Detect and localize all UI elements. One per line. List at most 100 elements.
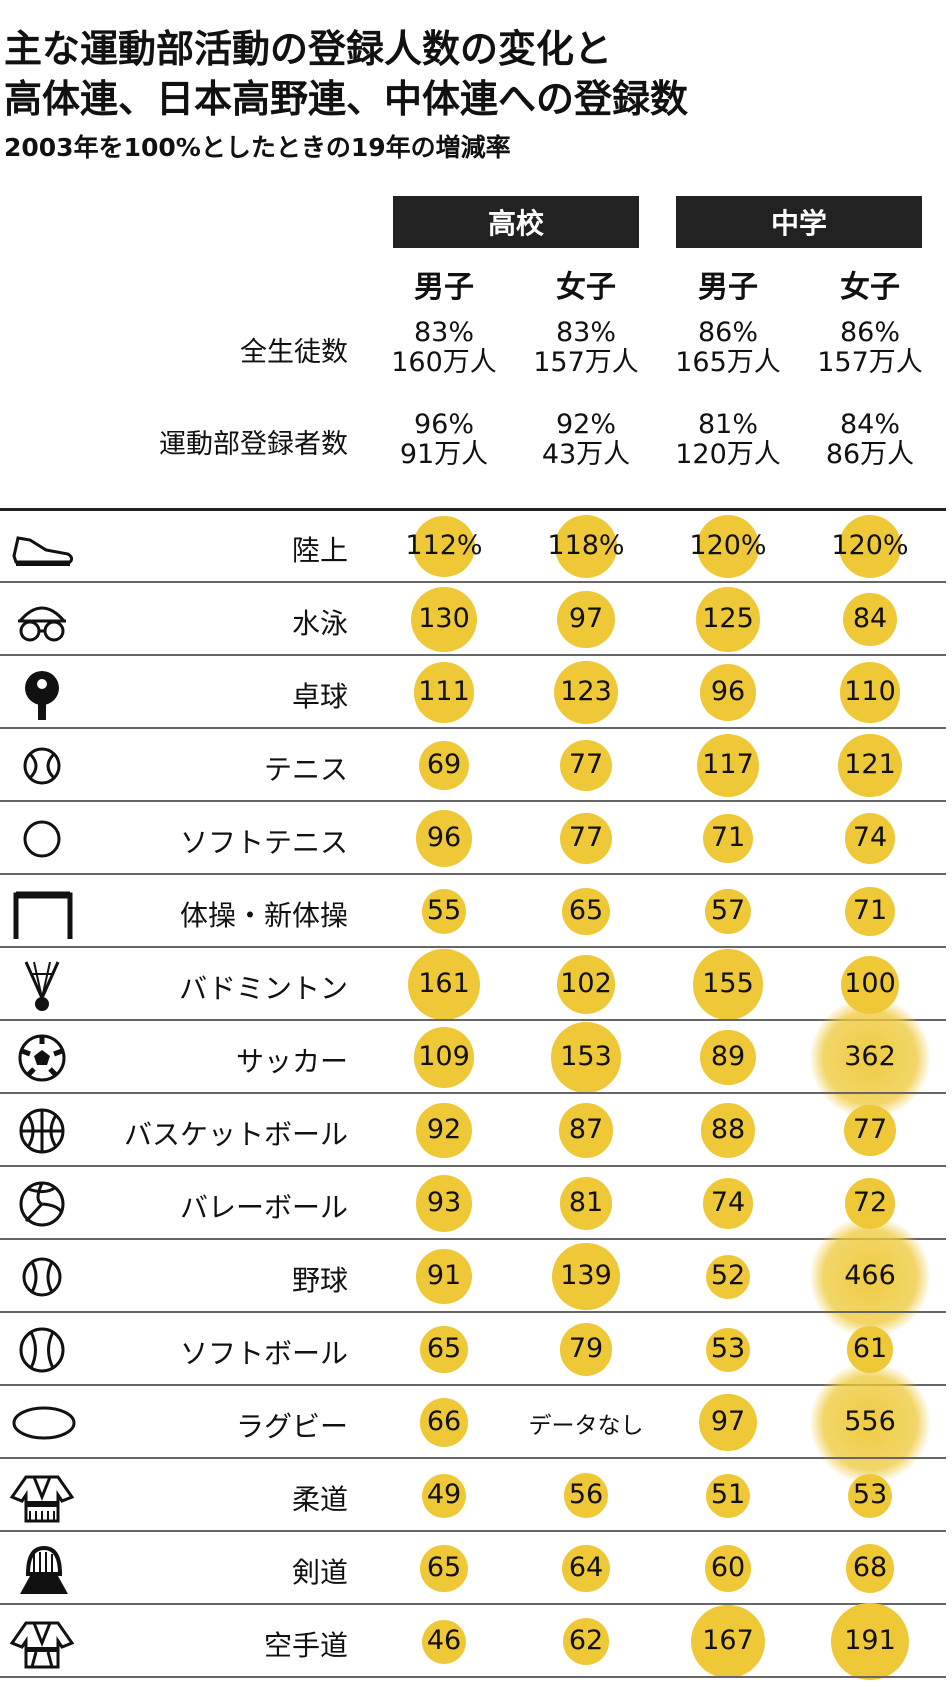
- value-bubble: [696, 515, 760, 578]
- value-bubble: [848, 1473, 892, 1518]
- summary-cell: 81% 120万人: [653, 410, 803, 470]
- sport-label: 柔道: [291, 1482, 348, 1516]
- value-label: 61: [852, 1332, 888, 1364]
- value-bubble: [413, 1027, 475, 1088]
- value-label: 62: [568, 1624, 604, 1656]
- row-separator: [0, 873, 946, 875]
- column-header: 男子: [414, 270, 474, 305]
- value-label: 77: [568, 821, 604, 853]
- value-label: 167: [702, 1624, 754, 1656]
- value-bubble: [843, 592, 897, 647]
- summary-percent: 86%: [697, 317, 758, 348]
- value-bubble: [558, 1103, 614, 1158]
- value-label: 96: [710, 675, 746, 707]
- row-separator: [0, 1384, 946, 1386]
- ping-pong-paddle-icon: [25, 670, 59, 720]
- value-bubble: [559, 1177, 613, 1230]
- value-label: 191: [844, 1624, 896, 1656]
- table-bottom-rule: [0, 1676, 946, 1678]
- gymnastics-bar-icon: [13, 891, 73, 939]
- value-bubble: [556, 955, 616, 1014]
- value-bubble: [700, 1103, 756, 1158]
- value-label: 65: [426, 1551, 462, 1583]
- value-label: 130: [418, 602, 470, 634]
- value-bubble: [557, 590, 615, 649]
- row-separator: [0, 1603, 946, 1605]
- value-bubble: [560, 739, 612, 792]
- value-label: 71: [852, 894, 888, 926]
- value-label: 362: [844, 1040, 896, 1072]
- value-label: 125: [702, 602, 754, 634]
- value-bubble: [408, 948, 480, 1021]
- summary-cell: 83% 157万人: [511, 318, 661, 378]
- karate-gi-icon: [9, 1621, 75, 1668]
- summary-count: 160万人: [391, 347, 497, 378]
- value-bubble: [421, 889, 467, 934]
- chart-title-line2: 高体連、日本高野連、中体連への登録数: [4, 77, 689, 121]
- summary-count: 157万人: [817, 347, 923, 378]
- row-separator: [0, 581, 946, 583]
- value-bubble: [699, 1393, 757, 1452]
- column-header: 女子: [840, 270, 900, 305]
- value-label: 153: [560, 1040, 612, 1072]
- summary-cell: 92% 43万人: [511, 410, 661, 470]
- value-label: 466: [844, 1259, 896, 1291]
- value-label: 64: [568, 1551, 604, 1583]
- row-separator: [0, 1530, 946, 1532]
- basketball-icon: [19, 1108, 65, 1153]
- value-label: 55: [426, 894, 462, 926]
- summary-row-label: 運動部登録者数: [159, 429, 348, 460]
- value-label: 120%: [689, 529, 767, 561]
- summary-count: 43万人: [541, 439, 631, 470]
- summary-percent: 96%: [413, 409, 474, 440]
- value-bubble: [559, 1323, 613, 1376]
- value-label: 120%: [831, 529, 909, 561]
- value-bubble: [552, 1242, 620, 1311]
- summary-count: 165万人: [675, 347, 781, 378]
- value-bubble: [810, 1362, 930, 1483]
- summary-cell: 84% 86万人: [795, 410, 945, 470]
- value-bubble: [700, 1029, 756, 1086]
- value-bubble: [563, 1473, 609, 1518]
- summary-cell: 86% 157万人: [795, 318, 945, 378]
- value-label: 88: [710, 1113, 746, 1145]
- row-separator: [0, 1092, 946, 1094]
- value-label: 92: [426, 1113, 462, 1145]
- row-separator: [0, 1238, 946, 1240]
- value-label: 74: [710, 1186, 746, 1218]
- summary-percent: 83%: [555, 317, 616, 348]
- judo-gi-icon: [9, 1475, 75, 1522]
- value-label: 66: [426, 1405, 462, 1437]
- value-bubble: [416, 1248, 472, 1305]
- value-bubble: [831, 1602, 909, 1681]
- summary-cell: 86% 165万人: [653, 318, 803, 378]
- value-label: データなし: [528, 1412, 644, 1439]
- value-bubble: [696, 734, 760, 797]
- sport-label: 野球: [291, 1263, 348, 1297]
- value-label: 121: [844, 748, 896, 780]
- value-label: 91: [426, 1259, 462, 1291]
- value-label: 56: [568, 1478, 604, 1510]
- row-separator: [0, 1311, 946, 1313]
- soft-tennis-ball-icon: [23, 820, 61, 857]
- value-label: 71: [710, 821, 746, 853]
- summary-percent: 92%: [555, 409, 616, 440]
- value-bubble: [692, 949, 764, 1020]
- value-bubble: [844, 1104, 896, 1157]
- value-label: 72: [852, 1186, 888, 1218]
- sport-label: バスケットボール: [123, 1117, 348, 1151]
- value-label: 77: [852, 1113, 888, 1145]
- row-separator: [0, 946, 946, 948]
- value-label: 53: [710, 1332, 746, 1364]
- value-bubble: [691, 1604, 765, 1679]
- value-label: 109: [418, 1040, 470, 1072]
- value-bubble: [839, 662, 901, 723]
- summary-percent: 84%: [839, 409, 900, 440]
- value-label: 139: [560, 1259, 612, 1291]
- value-bubble: [413, 515, 475, 577]
- value-bubble: [411, 586, 477, 653]
- value-label: 117: [702, 748, 754, 780]
- sport-label: 剣道: [291, 1555, 348, 1589]
- value-label: 65: [568, 894, 604, 926]
- chart-title-line1: 主な運動部活動の登録人数の変化と: [4, 27, 613, 71]
